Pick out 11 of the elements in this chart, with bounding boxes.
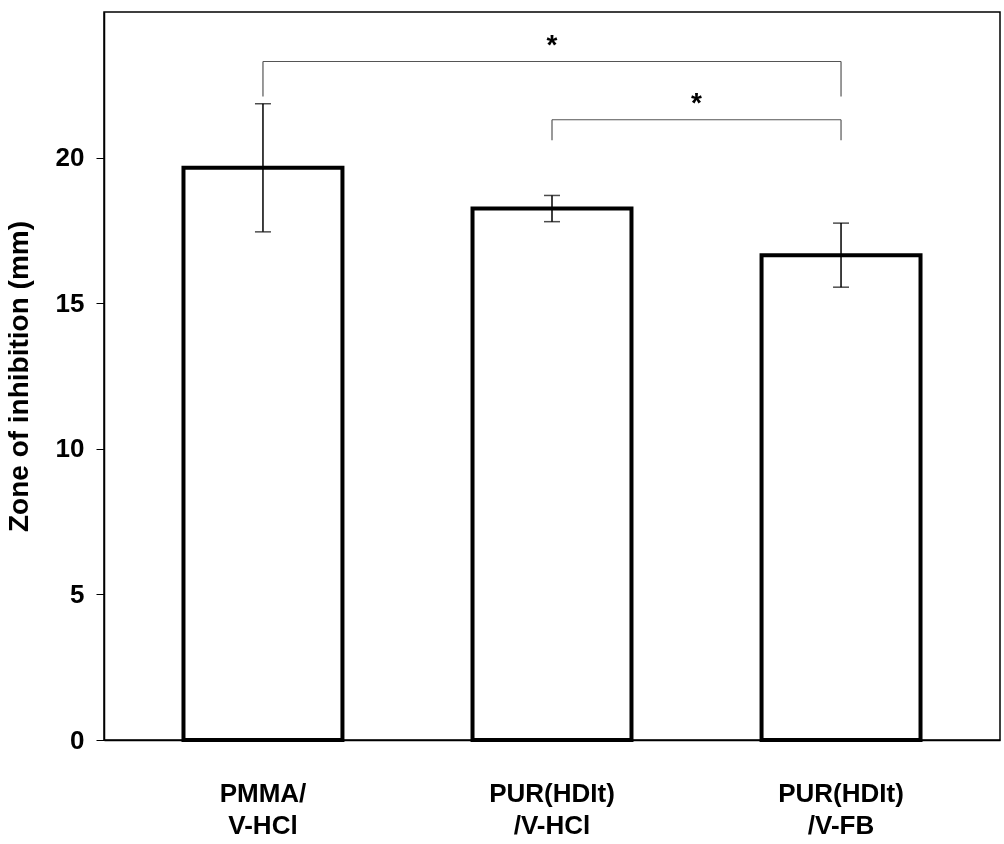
y-axis-title: Zone of inhibition (mm)	[2, 220, 34, 533]
x-tick-label: PMMA/ V-HCl	[219, 777, 307, 840]
y-tick-label: 20	[55, 142, 85, 173]
y-tick-label: 15	[55, 287, 85, 318]
annotation: *	[546, 28, 558, 60]
y-tick-label: 10	[55, 433, 85, 464]
y-tick-label: 5	[70, 578, 85, 609]
y-tick-label: 0	[70, 724, 85, 755]
x-tick-label: PUR(HDIt) /V-HCl	[489, 777, 615, 840]
x-tick-label: PUR(HDIt) /V-FB	[778, 777, 904, 840]
annotation: *	[691, 86, 703, 118]
